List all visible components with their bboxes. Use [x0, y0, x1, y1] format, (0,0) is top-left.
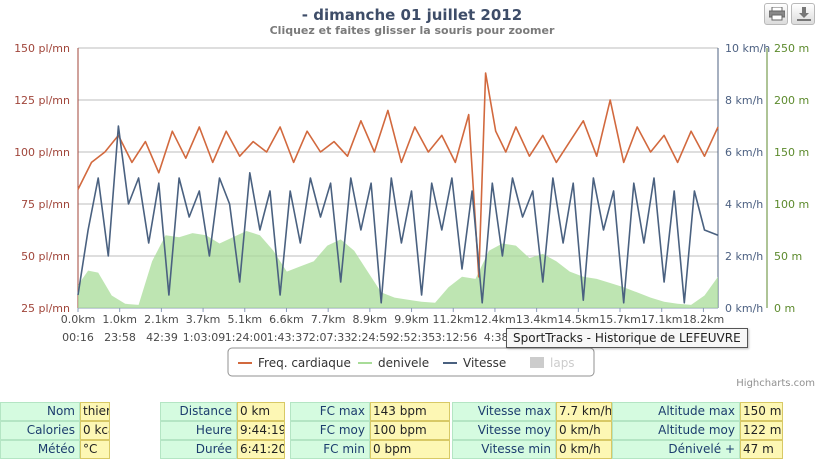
time-tick-label: 1:03:09 — [183, 331, 225, 344]
time-tick-label: 2:24:59 — [351, 331, 393, 344]
y-right2-tick-label: 50 m — [774, 250, 802, 263]
stat-value: 143 bpm — [370, 402, 450, 421]
export-button[interactable] — [791, 3, 815, 25]
series-line-freq-cardiaque — [77, 72, 719, 278]
tooltip: SportTracks - Historique de LEFEUVRE — [506, 328, 748, 348]
stat-value: 7.7 km/h — [556, 402, 612, 421]
stat-label: Altitude max — [612, 402, 740, 421]
y-right1-tick-label: 8 km/h — [725, 94, 763, 107]
time-tick-label: 1:24:00 — [225, 331, 267, 344]
legend-box — [227, 347, 595, 377]
stat-label: FC min — [290, 440, 370, 459]
stat-label: Vitesse moy — [452, 421, 556, 440]
stat-value: °C — [80, 440, 110, 459]
x-tick-label: 2.1km — [144, 313, 179, 326]
stat-value: 6:41:20 — [237, 440, 285, 459]
stat-label: Météo — [0, 440, 80, 459]
y-right1-tick-label: 10 km/h — [725, 42, 770, 55]
y-right1-tick-label: 0 km/h — [725, 302, 763, 315]
x-tick-label: 9.9km — [394, 313, 429, 326]
stat-value: 9:44:19 — [237, 421, 285, 440]
x-tick-label: 0.0km — [61, 313, 96, 326]
y-right2-tick-label: 100 m — [774, 198, 809, 211]
time-tick-label: 23:58 — [104, 331, 136, 344]
stat-label: Dénivelé + — [612, 440, 740, 459]
stat-label: Vitesse min — [452, 440, 556, 459]
stat-label: Vitesse max — [452, 402, 556, 421]
x-tick-label: 7.7km — [311, 313, 346, 326]
stat-value: 0 km/h — [556, 421, 612, 440]
series-area-denivele — [78, 231, 718, 308]
y-left-tick-label: 50 pl/mn — [21, 250, 70, 263]
stat-label: Nom — [0, 402, 80, 421]
x-tick-label: 15.7km — [599, 313, 641, 326]
legend-item-label: laps — [550, 356, 575, 370]
credits-link[interactable]: Highcharts.com — [736, 378, 815, 389]
x-tick-label: 12.4km — [474, 313, 516, 326]
legend-item-label: Vitesse — [463, 356, 506, 370]
x-tick-label: 11.2km — [432, 313, 474, 326]
stat-value: 0 kcal — [80, 421, 110, 440]
x-tick-label: 14.5km — [558, 313, 600, 326]
y-left-tick-label: 125 pl/mn — [14, 94, 70, 107]
download-icon — [797, 7, 811, 21]
print-button[interactable] — [764, 3, 788, 25]
stat-label: FC moy — [290, 421, 370, 440]
y-right1-tick-label: 4 km/h — [725, 198, 763, 211]
stat-label: Durée — [160, 440, 237, 459]
legend-symbol-laps — [530, 357, 544, 368]
y-left-tick-label: 100 pl/mn — [14, 146, 70, 159]
y-right2-tick-label: 0 m — [774, 302, 795, 315]
stat-value: 100 bpm — [370, 421, 450, 440]
stat-label: Distance — [160, 402, 237, 421]
chart-subtitle: Cliquez et faites glisser la souris pour… — [270, 24, 555, 37]
legend-item-label: Freq. cardiaque — [258, 356, 351, 370]
x-tick-label: 13.4km — [516, 313, 558, 326]
time-tick-label: 3:12:56 — [435, 331, 477, 344]
y-left-tick-label: 75 pl/mn — [21, 198, 70, 211]
time-tick-label: 4:38: — [484, 331, 512, 344]
y-left-tick-label: 25 pl/mn — [21, 302, 70, 315]
stat-label: Heure — [160, 421, 237, 440]
stat-value: thierry29 — [80, 402, 110, 421]
stat-value: 0 bpm — [370, 440, 450, 459]
y-right2-tick-label: 250 m — [774, 42, 809, 55]
time-tick-label: 42:39 — [146, 331, 178, 344]
y-right2-tick-label: 200 m — [774, 94, 809, 107]
stat-value: 0 km — [237, 402, 285, 421]
y-right1-tick-label: 2 km/h — [725, 250, 763, 263]
stat-label: Calories — [0, 421, 80, 440]
x-tick-label: 3.7km — [186, 313, 221, 326]
stat-value: 0 km/h — [556, 440, 612, 459]
series-line-vitesse — [77, 125, 719, 304]
x-tick-label: 8.9km — [353, 313, 388, 326]
y-right2-tick-label: 150 m — [774, 146, 809, 159]
stat-label: FC max — [290, 402, 370, 421]
x-tick-label: 6.6km — [269, 313, 304, 326]
legend-item-label: denivele — [378, 356, 429, 370]
stat-value: 47 m — [740, 440, 783, 459]
x-tick-label: 17.1km — [641, 313, 683, 326]
stat-value: 150 m — [740, 402, 783, 421]
time-tick-label: 2:07:33 — [309, 331, 351, 344]
y-left-tick-label: 150 pl/mn — [14, 42, 70, 55]
stat-label: Altitude moy — [612, 421, 740, 440]
print-icon — [769, 7, 785, 21]
chart-title: - dimanche 01 juillet 2012 — [302, 6, 522, 24]
stat-value: 122 m — [740, 421, 783, 440]
x-tick-label: 18.2km — [683, 313, 725, 326]
time-tick-label: 1:43:37 — [267, 331, 309, 344]
y-right1-tick-label: 6 km/h — [725, 146, 763, 159]
x-tick-label: 5.1km — [227, 313, 262, 326]
chart-container[interactable]: - dimanche 01 juillet 2012 Cliquez et fai… — [0, 0, 835, 400]
time-tick-label: 2:52:35 — [393, 331, 435, 344]
x-tick-label: 1.0km — [102, 313, 137, 326]
time-tick-label: 00:16 — [62, 331, 94, 344]
